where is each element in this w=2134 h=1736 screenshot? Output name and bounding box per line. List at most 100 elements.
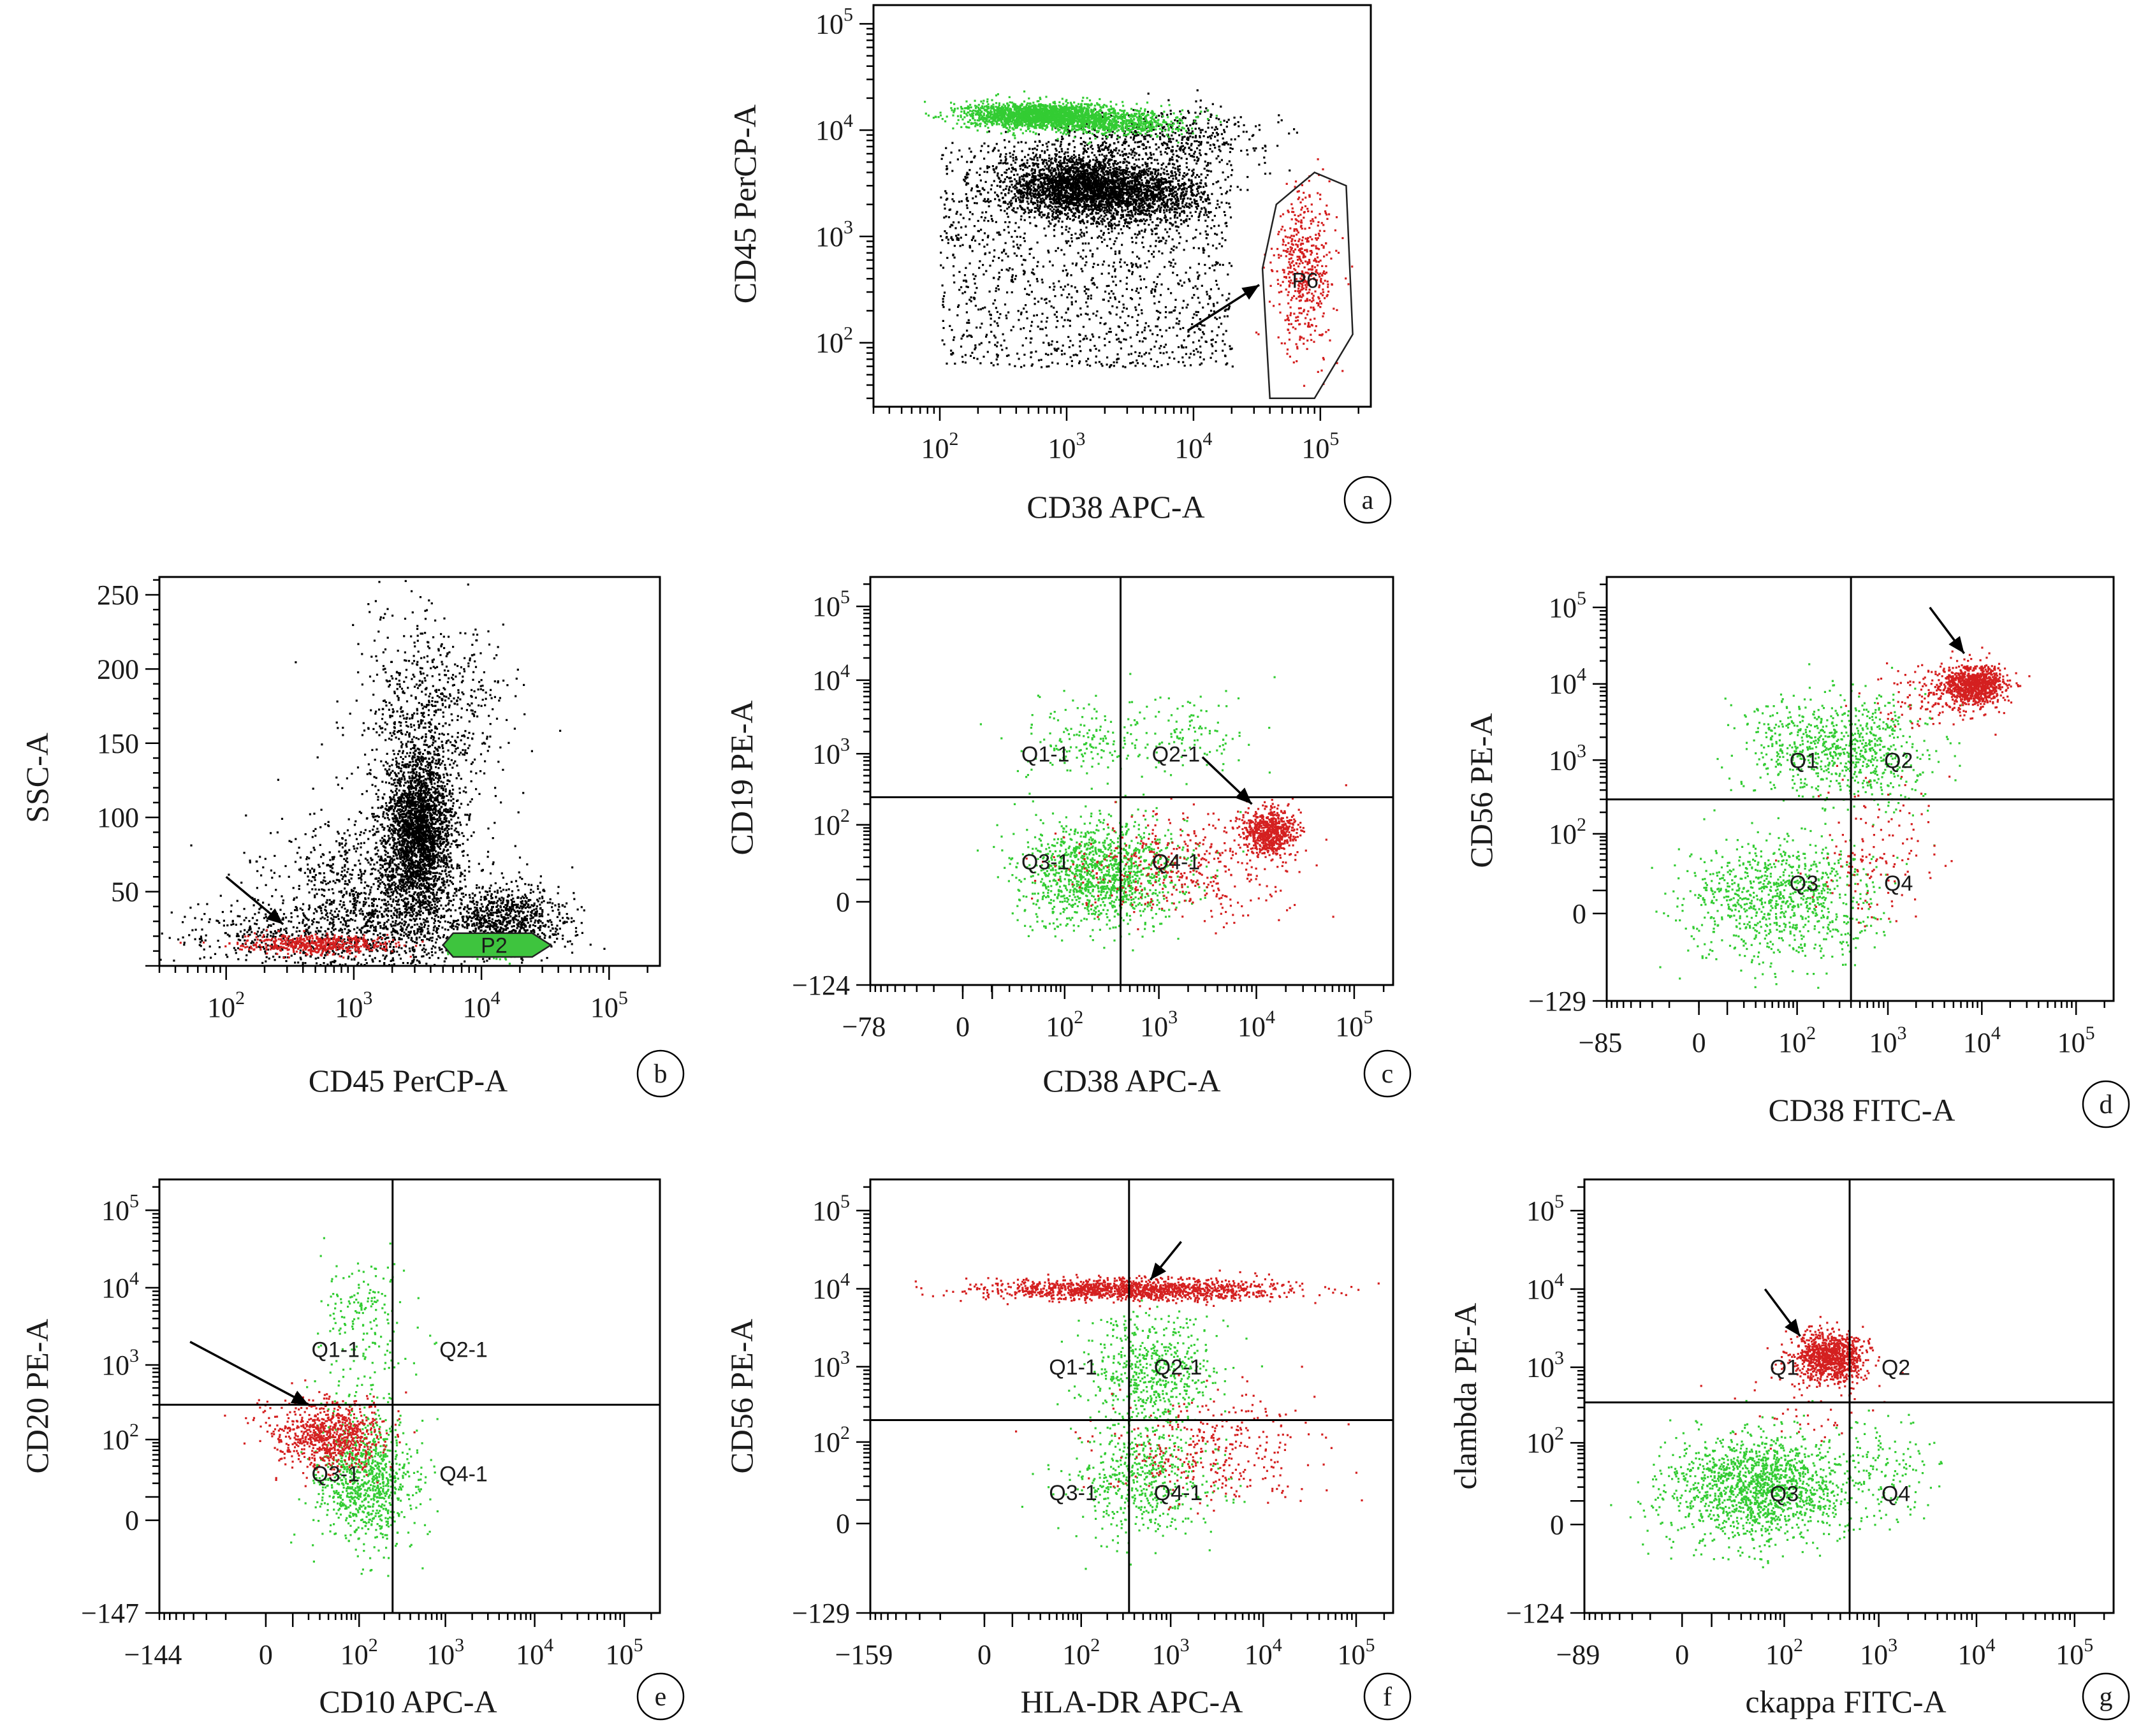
event-dot (1120, 202, 1123, 205)
event-dot (1053, 190, 1056, 193)
event-dot (1190, 182, 1193, 185)
event-dot (1106, 332, 1108, 335)
event-dot (1096, 158, 1099, 161)
event-dot (1129, 171, 1131, 173)
event-dot (1157, 179, 1159, 182)
event-dot (1061, 221, 1063, 223)
event-dot (1109, 189, 1112, 191)
event-dot (1095, 171, 1097, 174)
event-dot (1114, 252, 1117, 255)
event-dot (1049, 185, 1052, 187)
event-dot (1109, 212, 1112, 215)
event-dot (1148, 224, 1150, 226)
event-dot (1114, 251, 1116, 253)
event-dot (1107, 176, 1110, 179)
event-dot (1116, 204, 1118, 207)
event-dot (1165, 182, 1167, 184)
event-dot (984, 180, 987, 183)
event-dot (1114, 268, 1116, 270)
event-dot (1168, 326, 1171, 329)
event-dot (1053, 169, 1056, 171)
event-dot (1105, 201, 1107, 203)
event-dot (1044, 203, 1047, 206)
event-dot (1049, 186, 1051, 189)
event-dot (1174, 262, 1176, 265)
event-dot (1146, 214, 1148, 216)
event-dot (962, 217, 965, 219)
event-dot (1113, 243, 1115, 245)
event-dot (1055, 217, 1058, 220)
event-dot (1042, 265, 1044, 268)
event-dot (1090, 203, 1093, 206)
event-dot (1012, 150, 1016, 152)
event-dot (1225, 126, 1228, 128)
event-dot (1063, 186, 1065, 189)
event-dot (1022, 199, 1025, 201)
event-dot (1208, 266, 1211, 270)
event-dot (1052, 187, 1055, 191)
event-dot (1096, 136, 1099, 138)
event-dot (1183, 206, 1186, 208)
event-dot (1196, 325, 1199, 328)
event-dot (1047, 354, 1049, 356)
event-dot (1156, 360, 1158, 363)
event-dot (1111, 198, 1113, 200)
event-dot (1215, 181, 1218, 184)
event-dot (1103, 193, 1106, 196)
event-dot (1026, 159, 1028, 162)
event-dot (1090, 187, 1092, 190)
event-dot (1074, 300, 1077, 303)
event-dot (1084, 186, 1086, 189)
event-dot (1188, 218, 1191, 221)
event-dot (1133, 186, 1136, 188)
event-dot (1005, 187, 1007, 190)
event-dot (1156, 186, 1158, 188)
event-dot (1109, 166, 1112, 168)
event-dot (1022, 163, 1025, 166)
event-dot (1020, 189, 1023, 192)
event-dot (1034, 140, 1037, 143)
event-dot (1027, 203, 1030, 205)
event-dot (1098, 207, 1100, 209)
event-dot (1166, 200, 1169, 202)
event-dot (1063, 158, 1065, 161)
event-dot (1107, 152, 1110, 154)
event-dot (1049, 198, 1051, 201)
event-dot (1153, 281, 1155, 284)
event-dot (1050, 353, 1053, 355)
event-dot (1104, 194, 1106, 197)
event-dot (947, 238, 949, 241)
event-dot (1048, 342, 1050, 344)
event-dot (1058, 217, 1061, 220)
event-dot (1116, 163, 1118, 166)
event-dot (983, 232, 986, 235)
event-dot (1134, 200, 1136, 202)
event-dot (1144, 212, 1147, 215)
event-dot (1149, 167, 1151, 170)
event-dot (1002, 250, 1005, 252)
event-dot (1108, 366, 1111, 368)
event-dot (1049, 158, 1052, 161)
event-dot (1065, 226, 1068, 228)
event-dot (1023, 196, 1025, 198)
event-dot (1132, 188, 1135, 191)
event-dot (1120, 177, 1122, 180)
event-dot (1227, 176, 1229, 179)
event-dot (1097, 170, 1099, 172)
event-dot (966, 171, 968, 174)
event-dot (1144, 187, 1147, 191)
event-dot (1208, 255, 1210, 258)
event-dot (1019, 182, 1021, 185)
event-dot (972, 197, 974, 200)
event-dot (1047, 185, 1049, 187)
event-dot (1125, 282, 1128, 285)
event-dot (1139, 287, 1142, 289)
event-dot (1065, 179, 1068, 182)
event-dot (1112, 215, 1115, 219)
event-dot (1192, 341, 1195, 344)
event-dot (1090, 279, 1093, 282)
event-dot (1217, 203, 1219, 206)
event-dot (1149, 173, 1152, 175)
event-dot (991, 217, 993, 221)
event-dot (1072, 201, 1075, 204)
